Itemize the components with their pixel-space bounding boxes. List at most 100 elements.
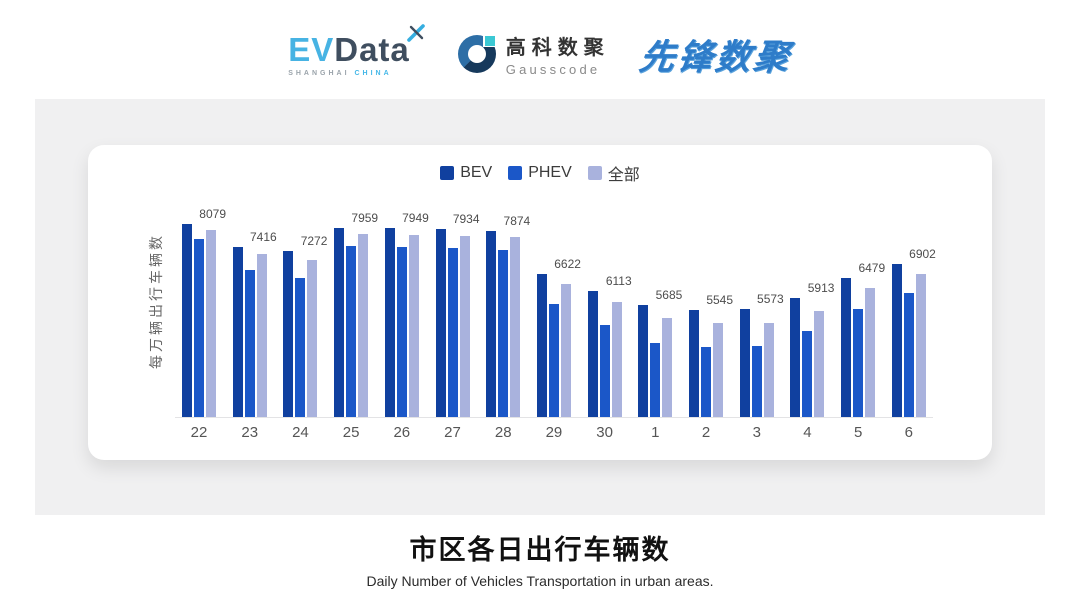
bar-group-2: 5545 bbox=[689, 205, 733, 417]
bar-BEV-28[interactable] bbox=[486, 231, 497, 417]
x-tick-30: 30 bbox=[596, 424, 613, 441]
bar-label-26: 7949 bbox=[402, 211, 429, 225]
bar-全部-28[interactable] bbox=[510, 237, 521, 417]
bar-全部-29[interactable] bbox=[560, 284, 571, 417]
header-logos: EV Data SHANGHAI CHINA 高科数聚 Gausscode bbox=[0, 24, 1080, 84]
bar-BEV-22[interactable] bbox=[182, 224, 192, 417]
bar-BEV-4[interactable] bbox=[790, 298, 801, 417]
caption-subtitle: Daily Number of Vehicles Transportation … bbox=[366, 573, 714, 589]
bar-BEV-6[interactable] bbox=[891, 264, 902, 417]
x-tick-1: 1 bbox=[651, 424, 660, 441]
bar-全部-22[interactable] bbox=[206, 230, 216, 417]
bar-BEV-2[interactable] bbox=[689, 310, 700, 417]
bar-group-3: 5573 bbox=[739, 205, 784, 417]
bar-全部-24[interactable] bbox=[307, 260, 318, 417]
bar-PHEV-27[interactable] bbox=[447, 248, 458, 417]
bar-group-26: 7949 bbox=[384, 205, 429, 417]
x-axis-ticks: 22 23 24 25 26 27 28 29 30 1 2 3 4 5 6 bbox=[175, 424, 933, 441]
bar-PHEV-23[interactable] bbox=[244, 270, 255, 417]
bar-label-23: 7416 bbox=[250, 230, 277, 244]
bar-全部-6[interactable] bbox=[915, 274, 926, 417]
evdata-logo-data: Data bbox=[334, 31, 410, 68]
evdata-logo: EV Data SHANGHAI CHINA bbox=[288, 24, 428, 77]
bar-group-23: 7416 bbox=[232, 205, 277, 417]
bar-group-29: 6622 bbox=[536, 205, 581, 417]
x-tick-22: 22 bbox=[190, 424, 208, 441]
bar-BEV-30[interactable] bbox=[587, 291, 598, 417]
x-tick-25: 25 bbox=[342, 424, 360, 441]
bar-PHEV-6[interactable] bbox=[903, 293, 914, 417]
bar-全部-3[interactable] bbox=[763, 323, 774, 417]
x-tick-2: 2 bbox=[701, 424, 711, 441]
chart-panel: BEV PHEV 全部 每万辆出行车辆数 8079 7416 7272 7959 7949 7… bbox=[35, 99, 1045, 515]
y-axis-label: 每万辆出行车辆数 bbox=[148, 233, 164, 369]
bar-BEV-29[interactable] bbox=[536, 274, 547, 417]
bar-label-1: 5685 bbox=[655, 288, 683, 302]
bar-BEV-5[interactable] bbox=[841, 278, 852, 417]
legend-item-全部[interactable]: 全部 bbox=[587, 161, 640, 185]
sparkle-icon bbox=[406, 24, 425, 42]
legend-item-PHEV[interactable]: PHEV bbox=[508, 164, 572, 182]
bar-PHEV-24[interactable] bbox=[295, 278, 306, 417]
x-tick-26: 26 bbox=[393, 424, 411, 441]
chart-legend: BEV PHEV 全部 bbox=[88, 161, 992, 185]
bar-PHEV-25[interactable] bbox=[346, 246, 357, 417]
bar-PHEV-30[interactable] bbox=[599, 325, 610, 417]
bar-BEV-24[interactable] bbox=[283, 251, 294, 417]
evdata-tagline-china: CHINA bbox=[354, 70, 392, 77]
bar-label-27: 7934 bbox=[452, 212, 480, 226]
bar-PHEV-1[interactable] bbox=[650, 343, 661, 417]
bar-全部-23[interactable] bbox=[256, 254, 267, 417]
bar-PHEV-22[interactable] bbox=[194, 239, 204, 417]
x-tick-5: 5 bbox=[853, 424, 863, 441]
gausscode-en-text: Gausscode bbox=[505, 62, 601, 77]
bar-PHEV-26[interactable] bbox=[396, 247, 407, 417]
bar-group-27: 7934 bbox=[435, 205, 480, 417]
x-tick-23: 23 bbox=[241, 424, 259, 441]
bar-label-30: 6113 bbox=[605, 274, 632, 288]
bar-BEV-3[interactable] bbox=[739, 309, 750, 417]
bar-group-5: 6479 bbox=[841, 205, 885, 417]
bar-BEV-26[interactable] bbox=[384, 228, 395, 417]
bar-全部-30[interactable] bbox=[611, 302, 622, 417]
bar-label-4: 5913 bbox=[807, 281, 835, 295]
evdata-logo-ev: EV bbox=[288, 31, 335, 68]
bar-PHEV-2[interactable] bbox=[701, 347, 712, 417]
gausscode-logo: 高科数聚 Gausscode bbox=[457, 31, 610, 77]
x-tick-27: 27 bbox=[444, 424, 461, 441]
evdata-tagline-shanghai: SHANGHAI bbox=[288, 70, 350, 77]
bar-group-25: 7959 bbox=[334, 205, 378, 417]
bar-PHEV-5[interactable] bbox=[853, 309, 864, 417]
bar-BEV-23[interactable] bbox=[232, 247, 243, 417]
legend-label-全部: 全部 bbox=[607, 167, 640, 184]
bar-BEV-25[interactable] bbox=[334, 228, 345, 417]
bar-全部-25[interactable] bbox=[358, 234, 369, 417]
bar-PHEV-4[interactable] bbox=[802, 331, 813, 417]
x-tick-28: 28 bbox=[494, 424, 512, 441]
bar-PHEV-28[interactable] bbox=[498, 250, 509, 417]
bar-全部-27[interactable] bbox=[459, 236, 470, 417]
bar-全部-5[interactable] bbox=[865, 288, 876, 417]
legend-label-PHEV: PHEV bbox=[528, 164, 572, 181]
legend-label-BEV: BEV bbox=[460, 164, 493, 181]
bar-全部-4[interactable] bbox=[814, 311, 825, 417]
legend-item-BEV[interactable]: BEV bbox=[440, 164, 492, 182]
bar-group-30: 6113 bbox=[587, 205, 632, 417]
plot-area: 8079 7416 7272 7959 7949 7934 7874 6622 6113 5685… bbox=[175, 205, 936, 418]
bar-BEV-27[interactable] bbox=[435, 229, 446, 417]
bar-label-6: 6902 bbox=[909, 247, 936, 261]
bar-label-24: 7272 bbox=[300, 234, 328, 248]
bar-全部-26[interactable] bbox=[408, 235, 419, 417]
bar-group-28: 7874 bbox=[486, 205, 530, 417]
bar-全部-2[interactable] bbox=[713, 323, 724, 417]
bar-group-1: 5685 bbox=[638, 205, 682, 417]
bar-BEV-1[interactable] bbox=[638, 305, 649, 417]
chart-caption: 市区各日出行车辆数 Daily Number of Vehicles Trans… bbox=[0, 528, 1080, 589]
bar-PHEV-29[interactable] bbox=[548, 304, 559, 417]
bar-PHEV-3[interactable] bbox=[751, 346, 762, 417]
bar-全部-1[interactable] bbox=[662, 318, 673, 417]
gausscode-cn-text: 高科数聚 bbox=[505, 37, 610, 59]
evdata-tagline: SHANGHAI CHINA bbox=[288, 70, 410, 77]
bar-group-22: 8079 bbox=[182, 205, 226, 417]
